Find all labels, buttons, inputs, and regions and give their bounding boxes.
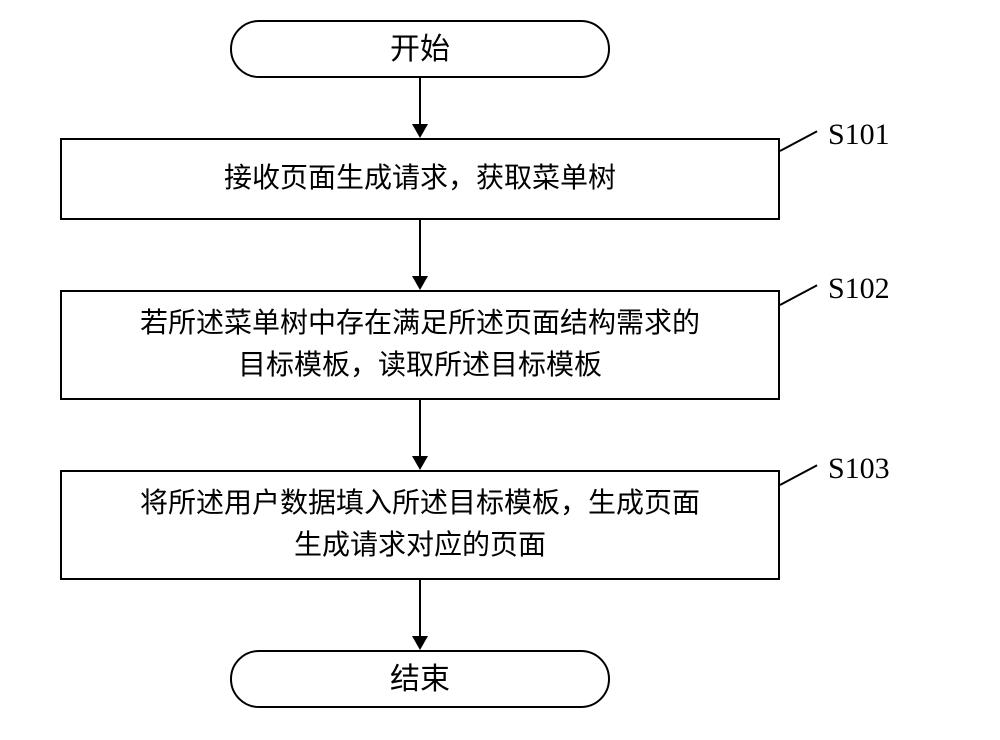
- edge-start-s101: [419, 78, 421, 124]
- arrow-s102-s103: [412, 456, 428, 470]
- s102-text: 若所述菜单树中存在满足所述页面结构需求的 目标模板，读取所述目标模板: [140, 303, 700, 387]
- start-node: 开始: [230, 20, 610, 78]
- label-connector-s101: [780, 130, 818, 151]
- flowchart-container: 开始 接收页面生成请求，获取菜单树 S101 若所述菜单树中存在满足所述页面结构…: [50, 20, 950, 720]
- label-connector-s102: [780, 284, 818, 305]
- arrow-s101-s102: [412, 276, 428, 290]
- step-label-s103: S103: [828, 452, 890, 486]
- start-text: 开始: [390, 27, 450, 72]
- edge-s102-s103: [419, 400, 421, 456]
- end-text: 结束: [390, 657, 450, 702]
- step-label-s102: S102: [828, 272, 890, 306]
- process-s101: 接收页面生成请求，获取菜单树: [60, 138, 780, 220]
- process-s102: 若所述菜单树中存在满足所述页面结构需求的 目标模板，读取所述目标模板: [60, 290, 780, 400]
- edge-s103-end: [419, 580, 421, 636]
- end-node: 结束: [230, 650, 610, 708]
- s101-text: 接收页面生成请求，获取菜单树: [224, 158, 616, 200]
- step-label-s101: S101: [828, 118, 890, 152]
- arrow-s103-end: [412, 636, 428, 650]
- arrow-start-s101: [412, 124, 428, 138]
- s103-text: 将所述用户数据填入所述目标模板，生成页面 生成请求对应的页面: [140, 483, 700, 567]
- edge-s101-s102: [419, 220, 421, 276]
- label-connector-s103: [780, 464, 818, 485]
- process-s103: 将所述用户数据填入所述目标模板，生成页面 生成请求对应的页面: [60, 470, 780, 580]
